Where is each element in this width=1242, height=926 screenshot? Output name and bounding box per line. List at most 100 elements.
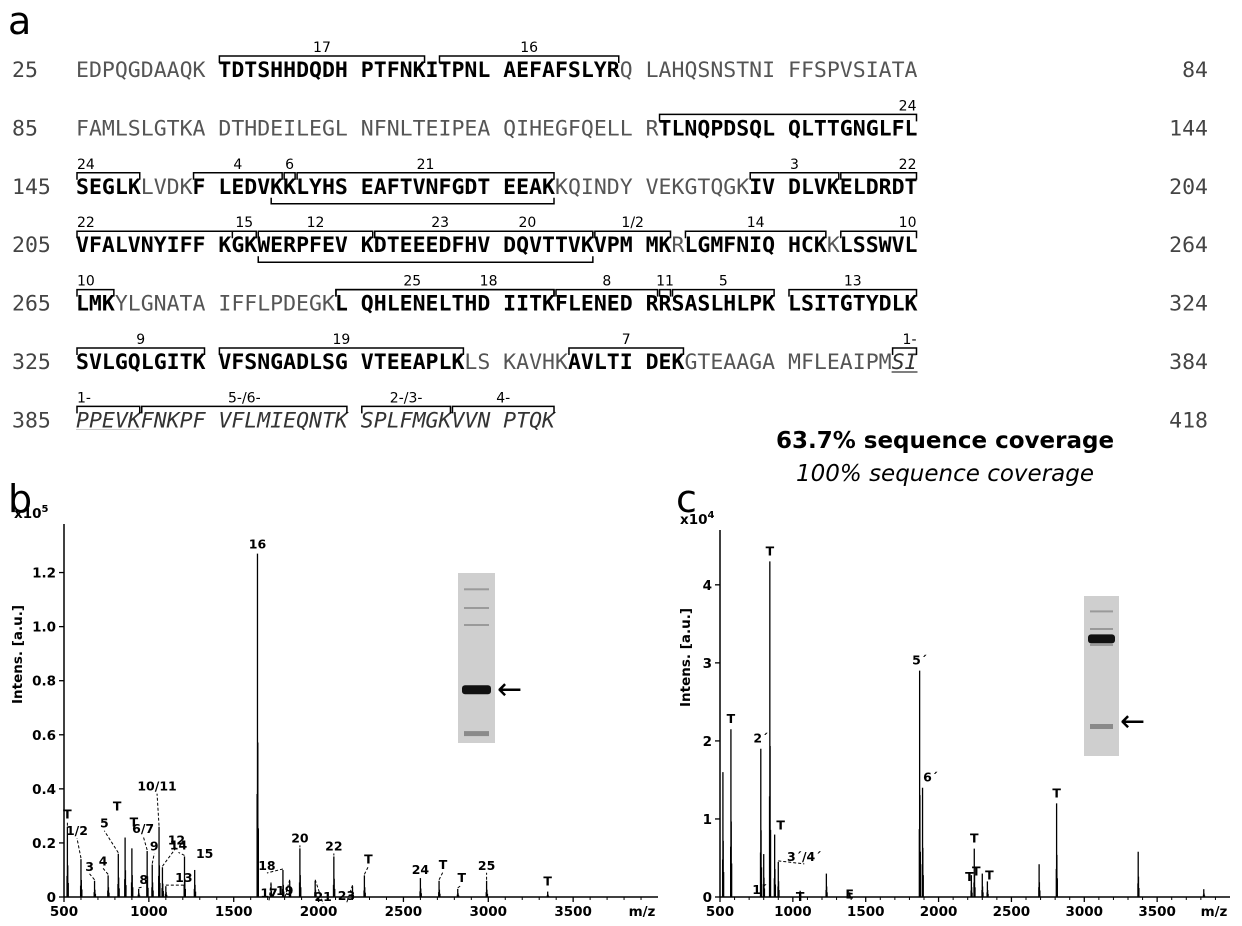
y-tick-label: 0.2	[32, 836, 56, 852]
sequence-segment: QHLENELTHD	[361, 292, 491, 317]
coverage-total: 100% sequence coverage	[796, 461, 1094, 487]
residue-start-number: 145	[12, 175, 51, 200]
y-tick-label: 0	[47, 890, 56, 906]
peak-label: 25	[478, 858, 495, 873]
peptide-number: 24	[77, 157, 95, 173]
peptide-bracket	[658, 288, 672, 297]
peak-label: 16	[249, 537, 267, 552]
peak-label: T	[776, 818, 785, 833]
residue-start-number: 265	[12, 292, 51, 317]
sequence-segment: MK	[646, 233, 672, 258]
peptide-bracket	[568, 347, 685, 355]
x-tick-label: 1500	[847, 904, 885, 920]
sequence-segment: FAMLSLGTKA	[76, 116, 206, 141]
label-leader	[103, 830, 119, 854]
y-tick-label: 0.4	[32, 782, 56, 798]
y-tick-label: 3	[703, 656, 712, 672]
peptide-bracket	[257, 230, 374, 239]
label-leader	[162, 846, 177, 867]
x-tick-label: 3000	[1065, 904, 1103, 920]
peak-label: 12	[168, 832, 185, 847]
x-axis-label: m/z	[1201, 904, 1228, 920]
sequence-segment: DEK	[646, 350, 685, 375]
peptide-bracket	[374, 230, 594, 239]
peak-label: T	[63, 807, 72, 822]
peptide-number: 25	[403, 274, 421, 290]
peptide-bracket	[749, 172, 840, 180]
peptide-number: 5	[719, 274, 728, 290]
x-tick-label: 2500	[993, 904, 1031, 920]
sequence-segment: FFSPVSIATA	[788, 58, 918, 83]
peptide-number: 4	[233, 157, 242, 173]
x-tick-label: 3500	[1138, 904, 1176, 920]
sequence-segment: VTEEAPLK	[361, 350, 465, 375]
peptide-bracket	[76, 288, 115, 297]
peptide-bracket	[335, 288, 555, 297]
peptide-number: 14	[747, 215, 765, 231]
peptide-bracket	[658, 113, 918, 122]
y-tick-label: 2	[703, 734, 712, 750]
label-leader	[457, 884, 463, 889]
peptide-bracket	[192, 172, 283, 180]
peak-label: 5´	[912, 653, 927, 668]
gel-faint-band	[1090, 628, 1113, 630]
peptide-number: 7	[622, 332, 631, 348]
peptide-number: 17	[313, 40, 331, 56]
residue-end-number: 324	[1169, 292, 1208, 317]
peptide-number: 3	[790, 157, 799, 173]
sequence-segment: AEFAFSLYR	[503, 58, 620, 83]
peak-label: T	[970, 831, 979, 846]
sequence-segment: YLGNATA	[115, 292, 206, 317]
peptide-bracket	[218, 55, 426, 63]
sequence-segment: EAFTVNFGDT	[361, 175, 491, 200]
sequence-segment: QLTTGNGLFL	[788, 116, 918, 141]
y-tick-label: 0.8	[32, 674, 56, 690]
peak-label: 10/11	[137, 779, 176, 794]
y-tick-label: 1	[703, 812, 712, 828]
sequence-segment: R	[646, 116, 659, 141]
sequence-segment: LGMFNIQ	[684, 233, 775, 258]
peak-label: 20	[291, 830, 309, 845]
residue-start-number: 85	[12, 116, 38, 141]
residue-start-number: 205	[12, 233, 51, 258]
x-tick-label: 3500	[554, 904, 592, 920]
x-tick-label: 3000	[469, 904, 507, 920]
peak-label: 23	[338, 888, 355, 903]
peak-label: 19	[276, 883, 293, 898]
peak-label: 3´/4´	[787, 849, 821, 864]
peak-label: 3	[85, 859, 94, 874]
peak-label: T	[727, 711, 736, 726]
peptide-number: 11	[656, 274, 674, 290]
sequence-segment: LSITGTYDLK	[788, 292, 918, 317]
peptide-bracket	[438, 55, 620, 63]
peptide-number: 6	[285, 157, 294, 173]
peptide-number: 2-/3-	[390, 390, 423, 406]
label-leader	[284, 879, 291, 898]
sequence-segment: LS	[464, 350, 490, 375]
y-tick-label: 0	[703, 890, 712, 906]
peak-label: T	[364, 851, 373, 866]
peak-label: T	[766, 543, 775, 558]
peak-label: 13	[175, 870, 192, 885]
y-axis-label: Intens. [a.u.]	[678, 608, 694, 707]
residue-end-number: 84	[1182, 58, 1208, 83]
peptide-bracket-lower	[257, 256, 594, 263]
label-leader	[76, 838, 82, 859]
peptide-bracket	[76, 347, 206, 355]
label-leader	[89, 873, 95, 881]
peptide-bracket	[361, 405, 452, 414]
peak-label: T	[985, 867, 994, 882]
label-leader	[178, 851, 185, 856]
x-tick-label: 1000	[774, 904, 812, 920]
peak-label: 6´	[923, 770, 938, 785]
sequence-segment: EDPQGDAAQK	[76, 58, 206, 83]
peptide-bracket	[76, 172, 141, 180]
residue-end-number: 204	[1169, 175, 1208, 200]
label-leader	[778, 860, 805, 865]
sequence-segment: Q	[620, 58, 633, 83]
residue-start-number: 25	[12, 58, 38, 83]
sequence-segment: GTEAAGA	[684, 350, 775, 375]
peak-label: T	[965, 869, 974, 884]
